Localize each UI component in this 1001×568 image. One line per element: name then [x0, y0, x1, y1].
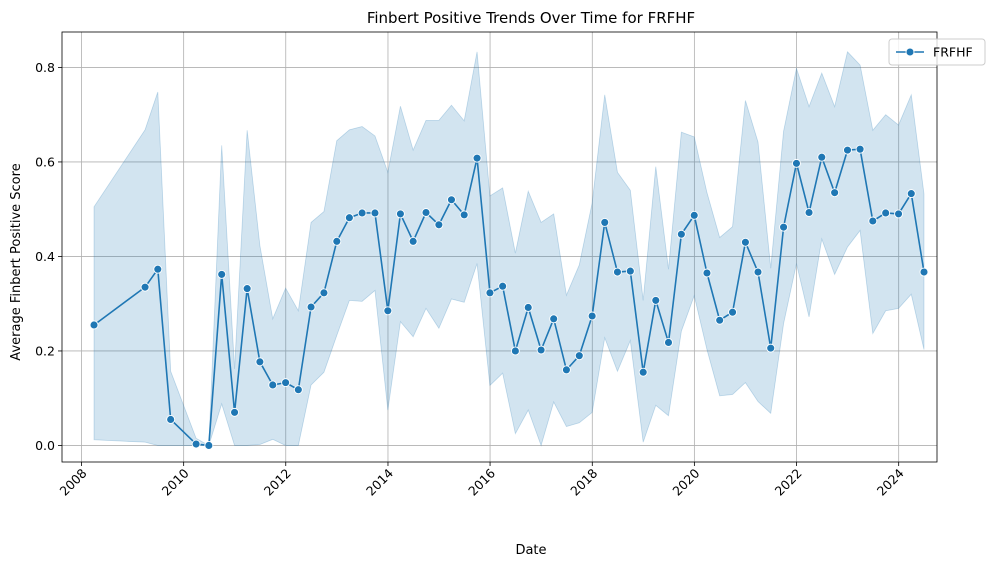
data-point: [319, 288, 329, 298]
data-point: [817, 152, 827, 162]
data-point: [728, 307, 737, 317]
confidence-band-layer: [93, 51, 925, 447]
data-points: [89, 144, 929, 450]
data-point: [779, 222, 789, 232]
data-point: [268, 380, 278, 390]
data-point: [408, 236, 418, 246]
data-point: [638, 367, 648, 377]
data-point: [894, 209, 903, 219]
data-point: [919, 267, 929, 277]
y-tick-label: 0.6: [35, 154, 55, 169]
data-point: [830, 188, 840, 198]
data-point: [689, 210, 699, 220]
y-tick-label: 0.8: [35, 60, 55, 75]
data-point: [843, 145, 852, 155]
y-axis-ticks: 0.0 0.2 0.4 0.6 0.8: [35, 60, 62, 453]
x-tick-label: 2016: [465, 465, 498, 498]
data-point: [881, 208, 891, 218]
data-point: [370, 208, 380, 218]
data-point: [357, 208, 367, 218]
x-tick-label: 2020: [669, 465, 702, 498]
legend-box: [888, 38, 986, 66]
data-point: [191, 439, 201, 449]
x-tick-label: 2010: [159, 465, 192, 498]
legend: FRFHF: [888, 38, 986, 66]
data-point: [613, 267, 622, 277]
plot-frame: [61, 31, 938, 463]
x-axis-ticks: 2008 2010 2012 2014 2016 2018 2020 2022 2024: [56, 462, 907, 499]
chart-title: Finbert Positive Trends Over Time for FR…: [367, 9, 695, 27]
data-point: [485, 288, 495, 298]
data-point: [600, 217, 610, 227]
data-point: [676, 229, 686, 239]
data-point: [472, 153, 482, 163]
legend-label-frfhf: FRFHF: [933, 45, 973, 60]
data-point: [625, 266, 635, 276]
data-point: [281, 378, 291, 388]
data-point: [549, 314, 559, 324]
x-tick-label: 2014: [363, 465, 396, 498]
data-point: [293, 385, 303, 395]
data-point: [855, 144, 865, 154]
x-tick-label: 2012: [261, 466, 294, 499]
data-point: [868, 216, 878, 226]
data-point: [332, 236, 342, 246]
x-tick-label: 2022: [772, 466, 805, 499]
data-point: [434, 220, 444, 230]
data-point: [306, 302, 316, 312]
data-point: [498, 281, 508, 291]
data-point: [792, 158, 801, 168]
data-point: [561, 365, 571, 375]
legend-marker-swatch: [905, 47, 915, 57]
data-point: [383, 306, 393, 316]
x-tick-label: 2018: [567, 465, 600, 498]
data-point: [344, 213, 354, 223]
data-point: [166, 415, 176, 424]
data-point: [906, 189, 916, 199]
y-tick-label: 0.2: [35, 343, 55, 358]
data-point: [421, 208, 431, 217]
data-point: [217, 269, 227, 279]
data-point: [447, 195, 456, 205]
data-point: [574, 351, 584, 361]
data-point: [715, 315, 725, 325]
data-point: [702, 268, 712, 278]
data-point: [651, 295, 661, 305]
data-point: [664, 338, 673, 347]
data-point: [230, 407, 240, 417]
data-point: [510, 346, 520, 356]
data-point: [804, 208, 814, 217]
data-point: [587, 311, 597, 321]
y-tick-label: 0.0: [35, 438, 55, 453]
y-tick-label: 0.4: [35, 249, 55, 264]
data-point: [242, 284, 252, 294]
data-point: [89, 320, 99, 330]
grid-lines: [62, 32, 937, 462]
data-point: [459, 210, 469, 220]
data-point: [536, 345, 546, 355]
data-point: [766, 343, 776, 353]
data-point: [753, 267, 763, 277]
data-point: [204, 441, 214, 450]
data-point: [740, 237, 750, 247]
x-tick-label: 2024: [874, 465, 907, 498]
data-point: [523, 303, 533, 312]
x-tick-label: 2008: [56, 465, 89, 498]
data-point: [255, 357, 265, 367]
x-axis-label: Date: [515, 543, 546, 558]
y-axis-label: Average Finbert Positive Score: [9, 163, 24, 360]
confidence-band: [93, 51, 925, 447]
data-point: [395, 209, 405, 219]
data-point: [140, 282, 150, 292]
data-point: [153, 264, 163, 274]
